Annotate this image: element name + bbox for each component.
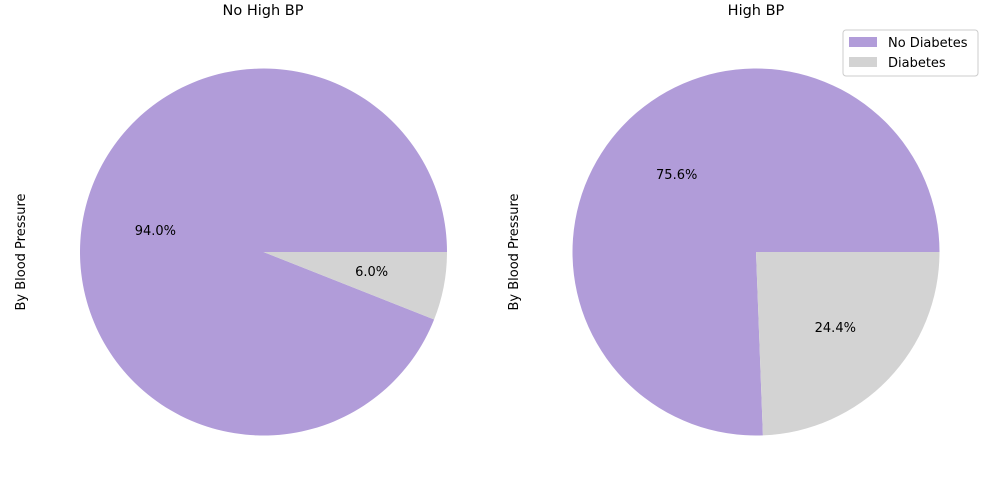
pie-slice-diabetes [756, 252, 940, 436]
pie-slice-label: 24.4% [815, 321, 856, 336]
pie-ylabel: By Blood Pressure [507, 193, 522, 310]
pie-panel-high-bp: High BP By Blood Pressure 75.6% 24.4% [507, 3, 940, 436]
legend-swatch-diabetes [849, 57, 877, 67]
pie-slice-labels: 94.0% 6.0% [135, 224, 388, 280]
pie-ylabel: By Blood Pressure [14, 193, 29, 310]
legend-label-diabetes: Diabetes [888, 56, 946, 71]
legend: No Diabetes Diabetes [842, 29, 979, 77]
pie-slice-label: 75.6% [656, 168, 697, 183]
pie-panel-no-high-bp: No High BP By Blood Pressure 94.0% 6.0% [14, 3, 448, 436]
pie-title: High BP [728, 3, 785, 19]
pie-slice-no-diabetes [79, 68, 448, 436]
legend-swatch-no-diabetes [849, 37, 877, 47]
pie-slices [572, 68, 940, 436]
pie-title: No High BP [223, 3, 304, 19]
pie-slice-label: 94.0% [135, 224, 176, 239]
pie-slice-diabetes [263, 252, 447, 320]
legend-label-no-diabetes: No Diabetes [888, 36, 968, 51]
pie-slices [79, 68, 448, 436]
pie-slice-label: 6.0% [355, 265, 388, 280]
pie-slice-labels: 75.6% 24.4% [656, 168, 856, 336]
